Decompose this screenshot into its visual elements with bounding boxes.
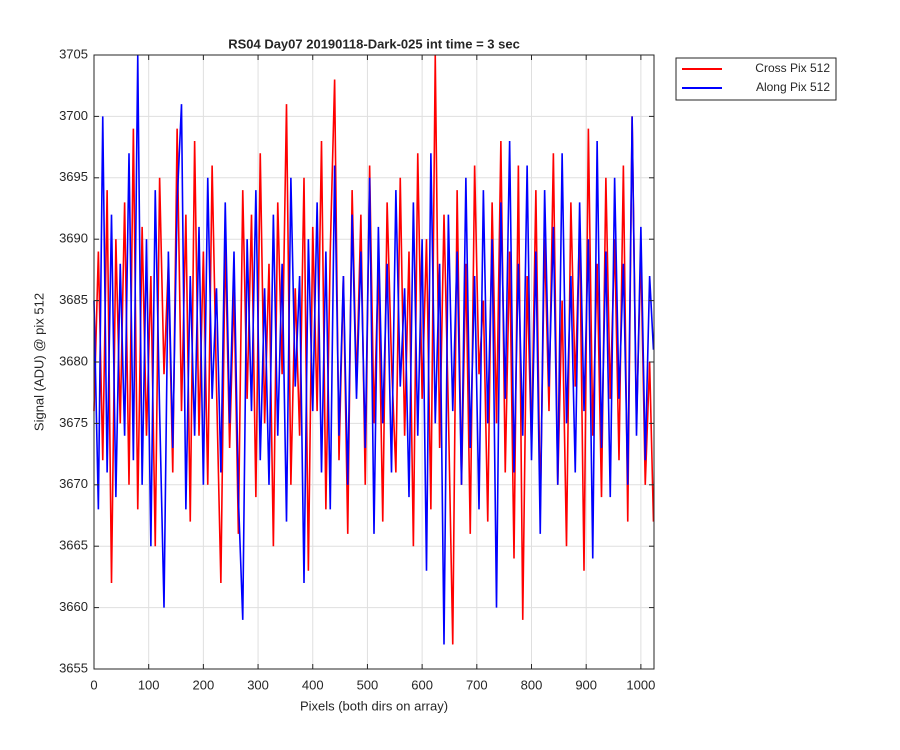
y-tick-label: 3705 — [59, 46, 88, 61]
y-tick-label: 3665 — [59, 538, 88, 553]
data-line — [93, 54, 655, 645]
y-tick-label: 3690 — [59, 231, 88, 246]
x-tick-label: 400 — [302, 677, 324, 692]
legend-label: Along Pix 512 — [756, 80, 830, 94]
x-tick-label: 300 — [247, 677, 269, 692]
x-tick-label: 1000 — [626, 677, 655, 692]
y-tick-label: 3695 — [59, 169, 88, 184]
y-tick-label: 3700 — [59, 108, 88, 123]
x-tick-label: 100 — [138, 677, 160, 692]
x-tick-label: 200 — [193, 677, 215, 692]
y-tick-label: 3685 — [59, 292, 88, 307]
data-line — [93, 54, 655, 645]
y-tick-label: 3670 — [59, 476, 88, 491]
y-tick-label: 3660 — [59, 599, 88, 614]
y-axis-label: Signal (ADU) @ pix 512 — [31, 293, 46, 431]
x-tick-label: 600 — [411, 677, 433, 692]
y-tick-label: 3680 — [59, 353, 88, 368]
legend-box — [675, 57, 837, 101]
legend-label: Cross Pix 512 — [755, 61, 830, 75]
y-tick-label: 3675 — [59, 415, 88, 430]
x-tick-label: 800 — [521, 677, 543, 692]
x-tick-label: 900 — [575, 677, 597, 692]
x-axis-label: Pixels (both dirs on array) — [300, 698, 448, 713]
x-tick-label: 500 — [357, 677, 379, 692]
x-tick-label: 0 — [90, 677, 97, 692]
y-tick-label: 3655 — [59, 660, 88, 675]
chart-title: RS04 Day07 20190118-Dark-025 int time = … — [228, 36, 520, 51]
x-tick-label: 700 — [466, 677, 488, 692]
